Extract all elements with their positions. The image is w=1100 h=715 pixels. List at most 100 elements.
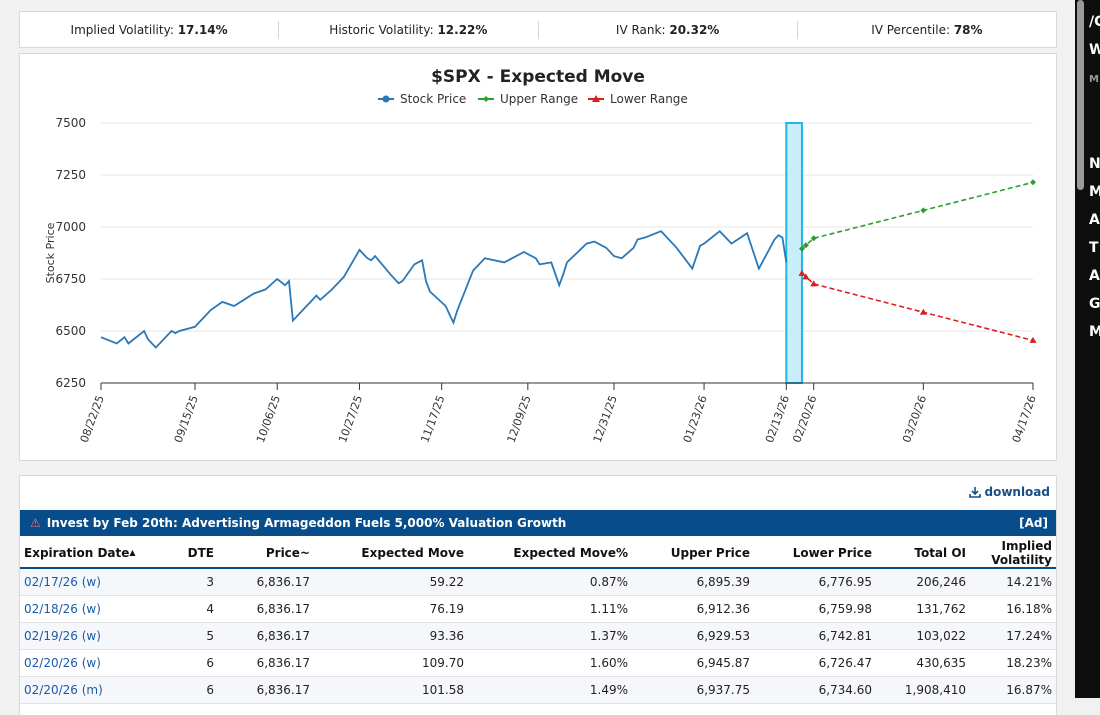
table-cell: 206,246 [876, 568, 970, 596]
scrollbar[interactable] [1077, 0, 1085, 698]
sidebar-text[interactable]: /C [1089, 14, 1100, 30]
table-row: 02/19/26 (w) 5 6,836.17 93.36 1.37% 6,929.53 6… [20, 622, 1056, 650]
chart-title: $SPX - Expected Move [431, 67, 645, 87]
y-tick-label: 7000 [55, 220, 86, 234]
lower-range-point[interactable] [810, 280, 818, 287]
sidebar-text[interactable]: M [1089, 184, 1100, 200]
x-tick-label: 08/22/25 [78, 394, 107, 445]
volatility-stats-bar: Implied Volatility: 17.14% Historic Vola… [19, 11, 1057, 48]
sidebar-text[interactable]: M [1089, 324, 1100, 340]
column-header-dte[interactable]: DTE [146, 539, 218, 569]
x-tick-label: 10/27/25 [336, 394, 365, 445]
expected-move-window-highlight [785, 122, 803, 384]
table-cell: 6,776.95 [754, 568, 876, 596]
table-cell: 6,734.60 [754, 676, 876, 704]
upper-range-point[interactable] [802, 242, 809, 249]
table-cell: 1.11% [468, 595, 632, 623]
expiration-date-link[interactable]: 02/20/26 (w) [20, 649, 146, 677]
table-cell: 1.49% [468, 676, 632, 704]
column-header-lower-price[interactable]: Lower Price [754, 539, 876, 569]
legend-label: Lower Range [610, 92, 688, 106]
expected-move-table: Expiration Date▲ DTE Price~ Expected Mov… [20, 539, 1056, 704]
upper-range-point[interactable] [798, 245, 805, 252]
column-header-expiration-date[interactable]: Expiration Date▲ [20, 539, 146, 569]
main-content: Implied Volatility: 17.14% Historic Vola… [19, 11, 1057, 715]
x-tick-label: 12/31/25 [591, 394, 620, 445]
table-header-row: Expiration Date▲ DTE Price~ Expected Mov… [20, 539, 1056, 569]
legend-marker[interactable] [592, 95, 600, 102]
table-cell: 6,895.39 [632, 568, 754, 596]
x-tick-label: 02/20/26 [790, 394, 819, 445]
ad-banner[interactable]: ⚠ Invest by Feb 20th: Advertising Armage… [20, 510, 1056, 536]
legend-marker[interactable] [483, 96, 489, 102]
lower-range-point[interactable] [1029, 336, 1037, 343]
column-header-upper-price[interactable]: Upper Price [632, 539, 754, 569]
table-cell: 6,836.17 [218, 649, 314, 677]
table-row: 02/18/26 (w) 4 6,836.17 76.19 1.11% 6,912.36 6… [20, 595, 1056, 623]
column-header-expected-move-pct[interactable]: Expected Move% [468, 539, 632, 569]
iv-percentile-stat: IV Percentile: 78% [871, 22, 983, 37]
table-cell: 6,759.98 [754, 595, 876, 623]
historic-volatility-stat: Historic Volatility: 12.22% [279, 20, 539, 39]
scrollbar-thumb[interactable] [1077, 0, 1084, 190]
table-cell: 93.36 [314, 622, 468, 650]
sidebar-text[interactable]: G [1089, 296, 1100, 312]
x-tick-label: 04/17/26 [1010, 394, 1039, 445]
expected-move-chart-panel: $SPX - Expected Move Stock Price Upper Ran… [19, 53, 1057, 461]
sidebar-text[interactable]: M [1089, 74, 1099, 85]
ad-text: Invest by Feb 20th: Advertising Armagedd… [46, 516, 567, 530]
expiration-date-link[interactable]: 02/19/26 (w) [20, 622, 146, 650]
lower-range-point[interactable] [802, 273, 810, 280]
table-cell: 6 [146, 649, 218, 677]
table-cell: 6,726.47 [754, 649, 876, 677]
expiration-date-link[interactable]: 02/20/26 (m) [20, 676, 146, 704]
y-tick-label: 7500 [55, 116, 86, 130]
x-tick-label: 10/06/25 [254, 394, 283, 445]
sidebar-text[interactable]: T [1089, 240, 1099, 256]
upper-range-point[interactable] [920, 207, 927, 214]
implied-volatility-stat: Implied Volatility: 17.14% [20, 20, 280, 39]
table-cell: 6 [146, 676, 218, 704]
ad-tag: [Ad] [1019, 516, 1048, 530]
legend-marker[interactable] [382, 95, 390, 103]
lower-range-line[interactable] [801, 272, 1034, 342]
legend-label: Upper Range [500, 92, 578, 106]
column-header-total-oi[interactable]: Total OI [876, 539, 970, 569]
x-tick-label: 02/13/26 [763, 394, 792, 445]
x-tick-label: 09/15/25 [172, 394, 201, 445]
column-header-price[interactable]: Price~ [218, 539, 314, 569]
sidebar-text[interactable]: A [1089, 212, 1100, 228]
sidebar-text[interactable]: N [1089, 156, 1100, 172]
upper-range-point[interactable] [1030, 179, 1036, 186]
lower-range-point[interactable] [919, 308, 927, 315]
stock-price-line[interactable] [100, 229, 788, 349]
table-cell: 6,937.75 [632, 676, 754, 704]
lower-range-point[interactable] [798, 269, 806, 276]
x-tick-label: 01/23/26 [681, 394, 710, 445]
table-cell: 76.19 [314, 595, 468, 623]
sidebar-text[interactable]: W/ [1089, 42, 1100, 58]
y-tick-label: 6750 [55, 272, 86, 286]
table-cell: 16.87% [970, 676, 1056, 704]
y-tick-label: 6500 [55, 324, 86, 338]
column-header-implied-volatility[interactable]: Implied Volatility [970, 539, 1056, 569]
expiration-date-link[interactable]: 02/17/26 (w) [20, 568, 146, 596]
expiration-date-link[interactable]: 02/18/26 (w) [20, 595, 146, 623]
download-icon [969, 487, 982, 498]
y-tick-label: 7250 [55, 168, 86, 182]
upper-range-point[interactable] [810, 235, 817, 242]
table-cell: 59.22 [314, 568, 468, 596]
expected-move-chart[interactable]: $SPX - Expected Move Stock Price Upper Ran… [20, 54, 1056, 460]
table-cell: 17.24% [970, 622, 1056, 650]
table-cell: 103,022 [876, 622, 970, 650]
table-cell: 14.21% [970, 568, 1056, 596]
download-button[interactable]: download [969, 485, 1050, 499]
table-cell: 101.58 [314, 676, 468, 704]
table-cell: 6,836.17 [218, 622, 314, 650]
column-header-expected-move[interactable]: Expected Move [314, 539, 468, 569]
sidebar-text[interactable]: A [1089, 268, 1100, 284]
table-cell: 1,908,410 [876, 676, 970, 704]
upper-range-line[interactable] [801, 181, 1034, 250]
table-cell: 6,929.53 [632, 622, 754, 650]
x-tick-label: 11/17/25 [418, 394, 447, 445]
